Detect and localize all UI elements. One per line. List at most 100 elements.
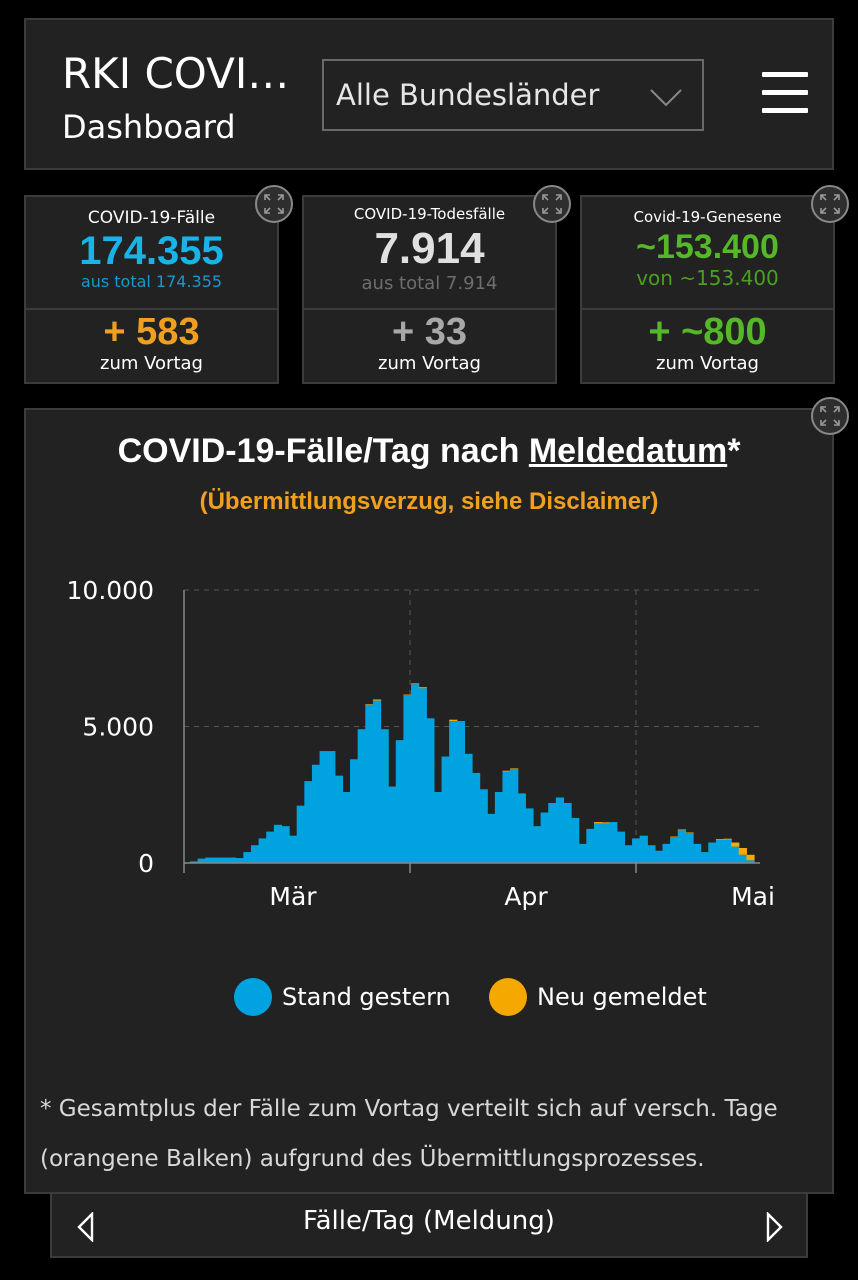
bar-stand-gestern: [731, 846, 740, 863]
card-cases: COVID-19-Fälle 174.355 aus total 174.355…: [24, 195, 279, 384]
arrow-left-icon[interactable]: [76, 1212, 96, 1242]
bar-neu-gemeldet: [677, 829, 687, 831]
region-select[interactable]: Alle Bundesländer: [322, 59, 704, 131]
bar-stand-gestern: [472, 772, 481, 863]
bar-stand-gestern: [212, 857, 222, 863]
bar-neu-gemeldet: [746, 854, 755, 861]
bar-neu-gemeldet: [601, 822, 610, 824]
bar-stand-gestern: [632, 838, 641, 863]
card-deaths-value: 7.914: [374, 224, 485, 273]
app-title: RKI COVI…: [62, 49, 290, 98]
bar-neu-gemeldet: [449, 719, 458, 722]
bar-stand-gestern: [494, 792, 504, 863]
card-cases-value: 174.355: [79, 229, 224, 273]
arrow-right-icon[interactable]: [764, 1212, 784, 1242]
bar-stand-gestern: [525, 808, 534, 863]
bar-chart: 10.000 5.000 0 Mär Apr Mai: [67, 576, 775, 911]
chart-bars: [190, 683, 755, 863]
bar-stand-gestern: [571, 817, 580, 863]
legend-item-neu[interactable]: Neu gemeldet: [489, 978, 707, 1016]
legend-item-stand[interactable]: Stand gestern: [234, 978, 451, 1016]
card-deaths-label: COVID-19-Todesfälle: [353, 205, 506, 223]
expand-icon: [264, 194, 284, 214]
bar-stand-gestern: [723, 839, 732, 863]
card-cases-delta-label: zum Vortag: [100, 353, 203, 374]
bottom-nav-label: Fälle/Tag (Meldung): [303, 1206, 555, 1236]
bar-neu-gemeldet: [738, 847, 747, 855]
y-tick-label: 0: [138, 849, 154, 878]
bar-stand-gestern: [601, 823, 610, 863]
bar-stand-gestern: [411, 684, 420, 863]
bar-stand-gestern: [395, 740, 405, 863]
header-bar: RKI COVI… Dashboard Alle Bundesländer: [24, 18, 834, 170]
bar-stand-gestern: [289, 835, 298, 863]
bar-stand-gestern: [662, 843, 671, 863]
bar-stand-gestern: [388, 786, 397, 863]
bar-stand-gestern: [487, 813, 496, 863]
bar-stand-gestern: [350, 759, 359, 863]
bar-stand-gestern: [479, 789, 488, 863]
bar-stand-gestern: [555, 797, 565, 863]
x-tick-label: Mai: [731, 882, 775, 911]
card-deaths-delta: + 33: [391, 311, 468, 353]
bar-stand-gestern: [647, 845, 656, 863]
chart-title-suffix: *: [727, 432, 741, 470]
legend-dot-blue: [234, 978, 272, 1016]
bar-stand-gestern: [532, 826, 542, 863]
y-tick-label: 5.000: [82, 713, 154, 742]
bar-stand-gestern: [616, 831, 626, 863]
bar-stand-gestern: [456, 721, 465, 863]
chevron-down-icon: [650, 89, 682, 107]
card-recovered-total: von ~153.400: [636, 266, 779, 290]
legend-label-stand: Stand gestern: [282, 983, 451, 1011]
bar-neu-gemeldet: [502, 770, 511, 772]
bar-stand-gestern: [700, 852, 709, 863]
expand-icon-deaths[interactable]: [533, 185, 571, 223]
hamburger-menu-icon[interactable]: [762, 72, 808, 114]
chart-axes: 10.000 5.000 0 Mär Apr Mai: [67, 576, 775, 911]
bar-stand-gestern: [365, 704, 374, 863]
expand-icon: [542, 194, 562, 214]
expand-icon-chart[interactable]: [811, 397, 849, 435]
bar-stand-gestern: [517, 793, 526, 863]
bar-stand-gestern: [197, 858, 206, 863]
bar-stand-gestern: [548, 802, 557, 863]
chart-title-link[interactable]: Meldedatum: [528, 432, 728, 470]
card-deaths: COVID-19-Todesfälle 7.914 aus total 7.91…: [302, 195, 557, 384]
app-subtitle: Dashboard: [62, 108, 236, 146]
bar-stand-gestern: [510, 768, 519, 863]
bottom-nav: Fälle/Tag (Meldung): [50, 1192, 808, 1258]
bar-stand-gestern: [593, 823, 603, 863]
bar-neu-gemeldet: [715, 838, 725, 840]
bar-neu-gemeldet: [411, 683, 420, 685]
chart-title-prefix: COVID-19-Fälle/Tag nach: [117, 432, 529, 470]
bar-stand-gestern: [738, 854, 747, 863]
expand-icon-cases[interactable]: [255, 185, 293, 223]
bar-stand-gestern: [380, 729, 389, 863]
bar-stand-gestern: [304, 781, 313, 863]
bar-stand-gestern: [502, 771, 511, 863]
bar-neu-gemeldet: [670, 836, 679, 838]
bar-stand-gestern: [235, 858, 244, 863]
card-recovered-value: ~153.400: [636, 228, 779, 266]
bar-stand-gestern: [441, 756, 450, 863]
bar-stand-gestern: [334, 775, 344, 863]
bar-stand-gestern: [540, 812, 549, 863]
bar-stand-gestern: [243, 852, 252, 863]
bar-stand-gestern: [281, 826, 290, 863]
bar-stand-gestern: [464, 753, 473, 863]
bar-stand-gestern: [624, 845, 633, 863]
x-tick-label: Apr: [504, 882, 548, 911]
bar-neu-gemeldet: [510, 768, 519, 769]
bar-stand-gestern: [746, 860, 755, 863]
bar-stand-gestern: [296, 805, 305, 863]
bar-stand-gestern: [319, 751, 328, 863]
bar-stand-gestern: [190, 861, 199, 863]
region-select-value: Alle Bundesländer: [336, 78, 600, 112]
card-deaths-delta-label: zum Vortag: [378, 353, 481, 374]
expand-icon-recovered[interactable]: [811, 185, 849, 223]
bar-stand-gestern: [258, 838, 267, 863]
bar-stand-gestern: [449, 721, 458, 863]
card-recovered-label: Covid-19-Genesene: [633, 208, 782, 226]
chart-subtitle: (Übermittlungsverzug, siehe Disclaimer): [199, 488, 659, 515]
